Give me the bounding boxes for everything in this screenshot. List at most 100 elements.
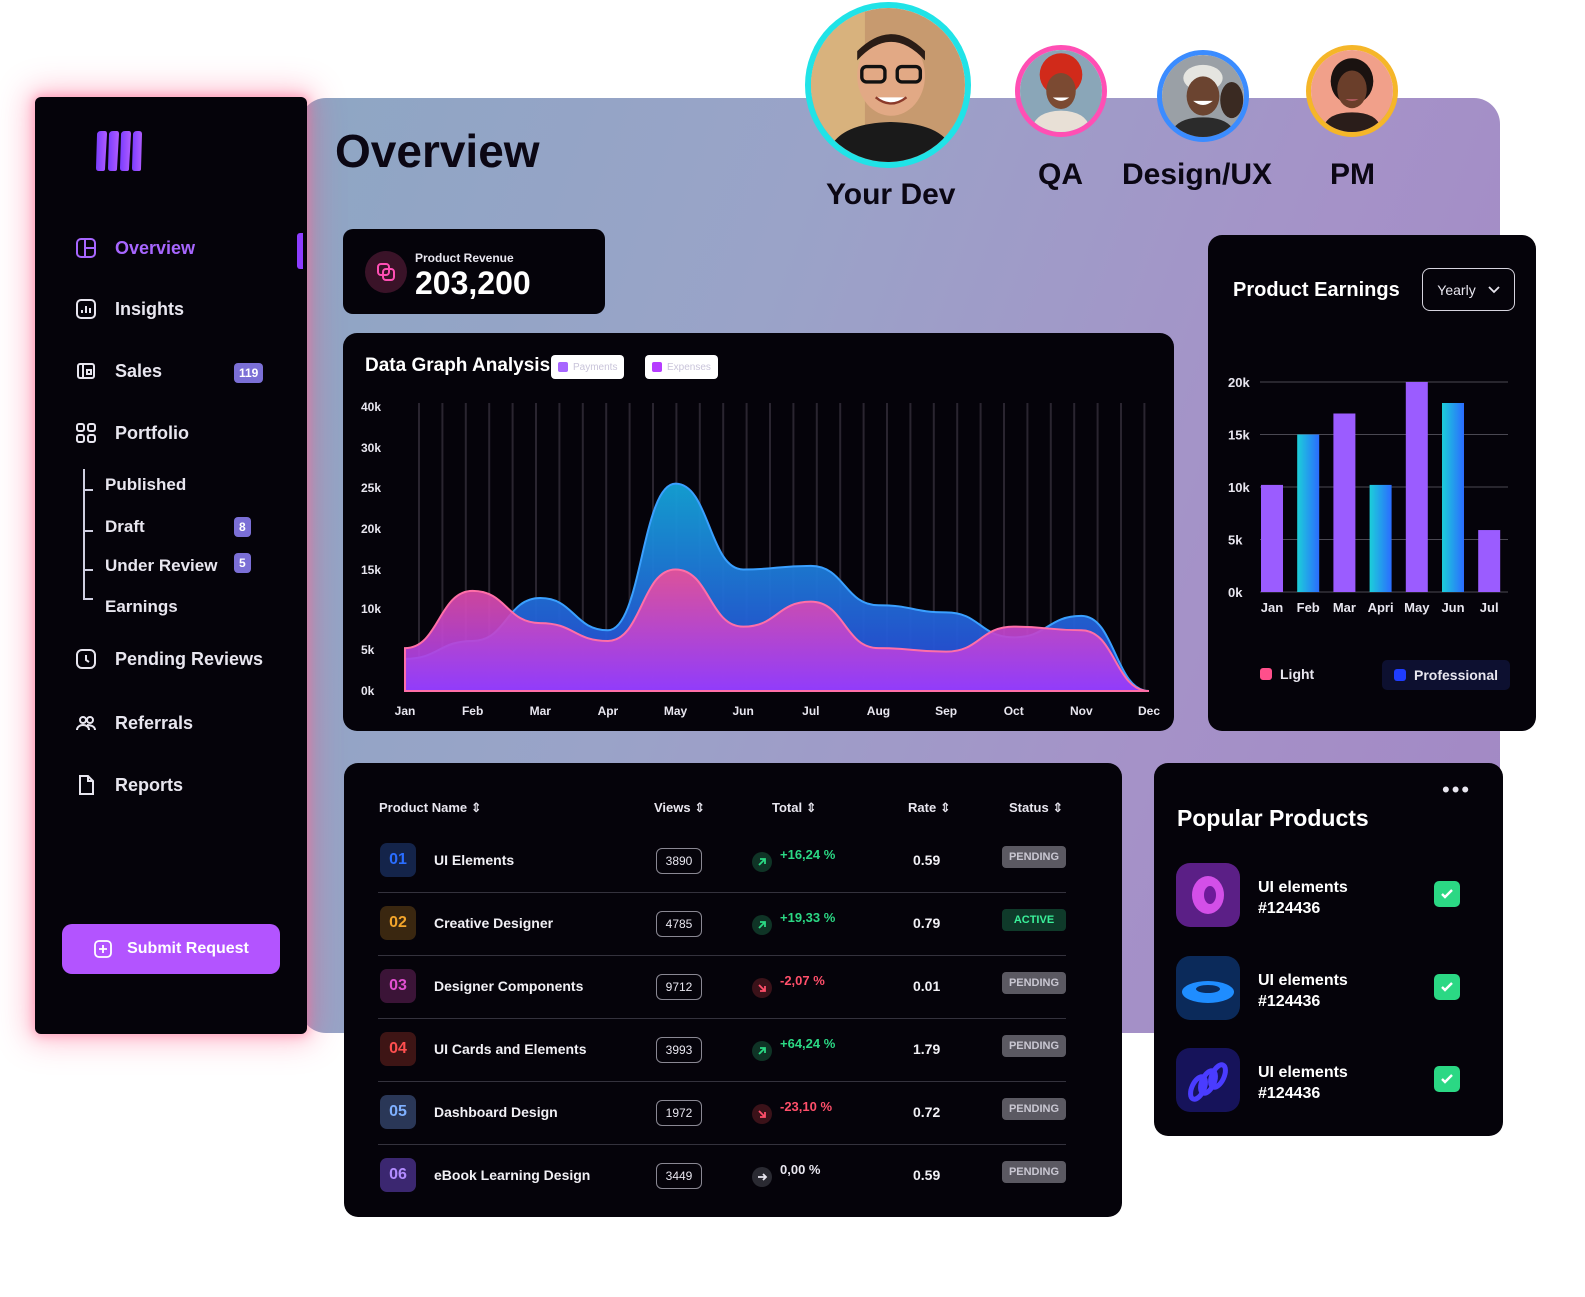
- table-row[interactable]: 04 UI Cards and Elements 3993 +64,24 % 1.79 P…: [378, 1019, 1066, 1082]
- nav-earnings[interactable]: Earnings: [105, 597, 178, 616]
- earnings-title: Product Earnings: [1233, 279, 1400, 301]
- design-avatar[interactable]: [1157, 50, 1249, 142]
- th-total[interactable]: Total ⇕: [772, 800, 817, 816]
- bar[interactable]: [1478, 530, 1501, 592]
- rate-value: 0.72: [913, 1104, 941, 1120]
- trend-value: 0,00 %: [780, 1162, 821, 1177]
- sidebar: Overview Insights Sales 119 Portfolio Pu…: [35, 97, 307, 1034]
- table-row[interactable]: 06 eBook Learning Design 3449 0,00 % 0.59 PEN…: [378, 1145, 1066, 1208]
- th-label: Rate: [908, 800, 937, 815]
- nav-referrals[interactable]: Referrals: [75, 712, 193, 734]
- row-number: 03: [380, 969, 416, 1003]
- bar-chart: 0k 5k 10k 15k 20k Jan Feb Mar Apri May Jun Jul: [1228, 375, 1508, 615]
- legend-swatch: [1260, 668, 1272, 680]
- nav-label: Sales: [115, 360, 163, 381]
- dev-avatar[interactable]: [805, 2, 971, 168]
- bar[interactable]: [1442, 403, 1464, 592]
- check-icon[interactable]: [1434, 881, 1460, 907]
- popular-item[interactable]: UI elements #124436: [1176, 956, 1476, 1022]
- revenue-label: Product Revenue: [415, 251, 514, 265]
- legend-light[interactable]: Light: [1260, 666, 1314, 682]
- bar[interactable]: [1405, 382, 1428, 592]
- copy-icon: [377, 263, 395, 281]
- nav-insights[interactable]: Insights: [75, 298, 184, 320]
- views-count: 3449: [656, 1163, 702, 1189]
- table-row[interactable]: 03 Designer Components 9712 -2,07 % 0.01 PEND…: [378, 956, 1066, 1019]
- row-number: 06: [380, 1158, 416, 1192]
- table-row[interactable]: 01 UI Elements 3890 +16,24 % 0.59 PENDING: [378, 830, 1066, 893]
- check-icon[interactable]: [1434, 1066, 1460, 1092]
- x-tick-label: Apr: [598, 704, 619, 718]
- popular-products-card: ••• Popular Products UI elements #124436 …: [1154, 763, 1503, 1136]
- clock-icon: [76, 649, 96, 669]
- popular-item[interactable]: UI elements #124436: [1176, 863, 1476, 929]
- torus-3d-image: [1176, 863, 1240, 927]
- th-label: Views: [654, 800, 691, 815]
- views-count: 4785: [656, 911, 702, 937]
- product-name: UI Elements: [434, 852, 515, 868]
- legend-professional[interactable]: Professional: [1382, 660, 1511, 690]
- legend-payments[interactable]: Payments: [551, 355, 625, 379]
- legend-expenses[interactable]: Expenses: [645, 355, 718, 379]
- status-badge: PENDING: [1002, 846, 1066, 868]
- table-row[interactable]: 02 Creative Designer 4785 +19,33 % 0.79 ACTIV…: [378, 893, 1066, 956]
- sort-icon: ⇕: [694, 800, 706, 815]
- bar[interactable]: [1369, 484, 1392, 592]
- trend-up-icon: [752, 1041, 772, 1061]
- product-title: UI elements: [1258, 972, 1348, 989]
- team-label-design: Design/UX: [1122, 158, 1273, 191]
- nav-draft[interactable]: Draft: [105, 517, 145, 536]
- popular-item[interactable]: UI elements #124436: [1176, 1048, 1476, 1114]
- y-tick-label: 40k: [361, 400, 381, 414]
- submit-request-button[interactable]: Submit Request: [62, 924, 280, 974]
- nav-overview[interactable]: Overview: [75, 237, 195, 259]
- legend-swatch: [652, 362, 662, 372]
- person-photo: [1311, 50, 1393, 132]
- product-name: UI elements #124436: [1258, 877, 1348, 919]
- chevron-down-icon: [1488, 285, 1500, 293]
- th-views[interactable]: Views ⇕: [654, 800, 705, 816]
- rate-value: 0.59: [913, 852, 941, 868]
- product-name: UI elements #124436: [1258, 1062, 1348, 1104]
- period-value: Yearly: [1437, 281, 1476, 298]
- pm-avatar[interactable]: [1306, 45, 1398, 137]
- more-icon[interactable]: •••: [1442, 777, 1472, 802]
- bar[interactable]: [1261, 484, 1283, 592]
- nav-published[interactable]: Published: [105, 475, 187, 494]
- views-count: 3890: [656, 848, 702, 874]
- sort-icon: ⇕: [1052, 800, 1064, 815]
- grid-icon: [76, 423, 96, 443]
- plus-square-icon: [94, 940, 112, 958]
- th-rate[interactable]: Rate ⇕: [908, 800, 951, 816]
- nav-sales[interactable]: Sales: [75, 360, 162, 382]
- nav-label: Portfolio: [115, 422, 189, 443]
- nav-reports[interactable]: Reports: [75, 774, 183, 796]
- nav-portfolio[interactable]: Portfolio: [75, 422, 189, 444]
- x-tick-label: Mar: [1333, 600, 1356, 615]
- checkmark-glyph: [1441, 982, 1453, 992]
- under-review-badge: 5: [234, 553, 251, 573]
- th-status[interactable]: Status ⇕: [1009, 800, 1063, 816]
- th-product-name[interactable]: Product Name ⇕: [379, 800, 482, 816]
- x-tick-label: Dec: [1138, 704, 1160, 718]
- series-expenses: [404, 568, 1150, 692]
- x-tick-label: Jul: [1480, 600, 1499, 615]
- people-photo: [1162, 55, 1244, 137]
- sort-icon: ⇕: [939, 800, 951, 815]
- nav-pending-reviews[interactable]: Pending Reviews: [75, 648, 263, 670]
- bar[interactable]: [1333, 413, 1356, 593]
- x-tick-label: Jan: [1261, 600, 1283, 615]
- bar[interactable]: [1297, 434, 1320, 593]
- product-thumb: [1176, 863, 1240, 927]
- table-row[interactable]: 05 Dashboard Design 1972 -23,10 % 0.72 PENDIN…: [378, 1082, 1066, 1145]
- trend-up-icon: [752, 915, 772, 935]
- check-icon[interactable]: [1434, 974, 1460, 1000]
- trend-value: +64,24 %: [780, 1036, 836, 1051]
- brand-logo: [96, 131, 142, 171]
- legend-label: Payments: [573, 361, 618, 373]
- period-select[interactable]: Yearly: [1422, 268, 1515, 311]
- row-number: 02: [380, 906, 416, 940]
- qa-avatar[interactable]: [1015, 45, 1107, 137]
- nav-under-review[interactable]: Under Review: [105, 556, 218, 575]
- nav-label: Referrals: [115, 712, 194, 733]
